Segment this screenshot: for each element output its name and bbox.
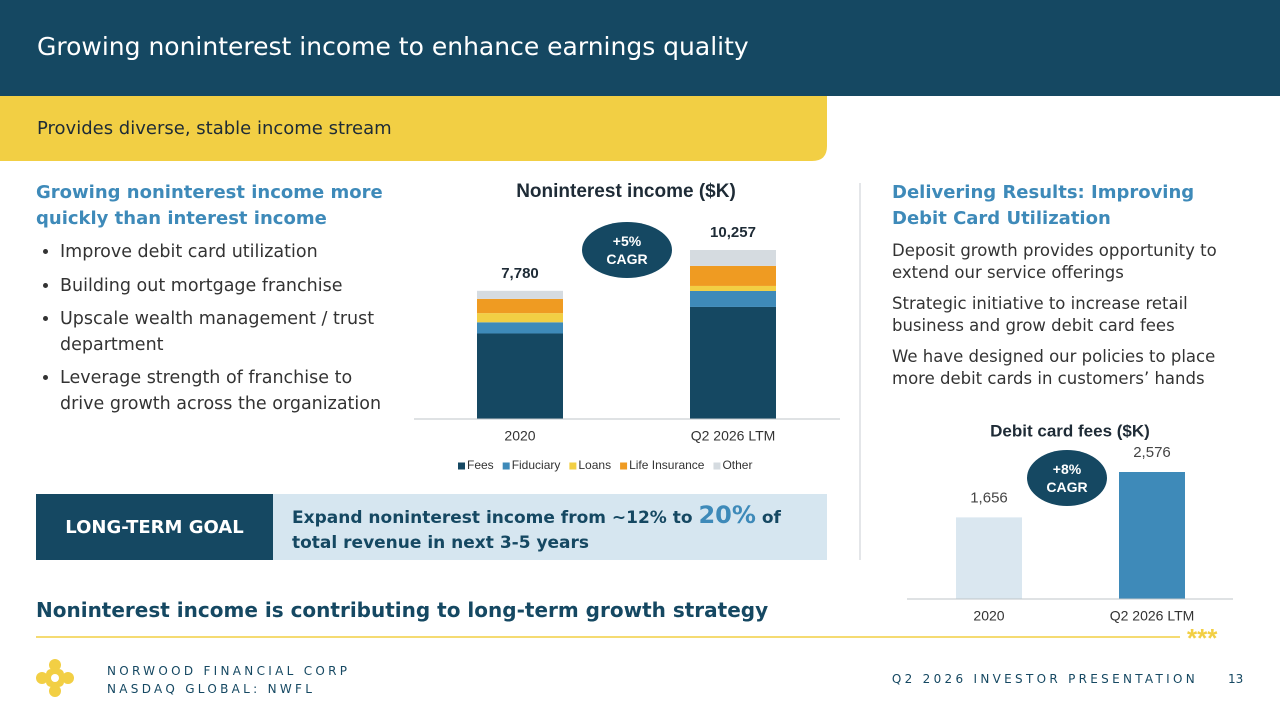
header-band xyxy=(0,0,1280,96)
chart-title: Noninterest income ($K) xyxy=(516,181,736,202)
cagr-badge: +8% CAGR xyxy=(1027,450,1107,506)
legend-label: Loans xyxy=(578,458,611,472)
bar xyxy=(1119,472,1185,599)
bar-segment xyxy=(477,290,563,299)
bar-segment xyxy=(690,285,776,291)
bar-segment xyxy=(690,306,776,419)
legend-swatch xyxy=(502,462,510,470)
legend-swatch xyxy=(713,462,721,470)
x-tick-label: 2020 xyxy=(973,608,1004,624)
value-label: 2,576 xyxy=(1133,444,1171,461)
company: NORWOOD FINANCIAL CORP xyxy=(107,664,351,678)
stars: *** xyxy=(1187,623,1218,653)
chart-title: Debit card fees ($K) xyxy=(990,421,1150,440)
bar-segment xyxy=(690,265,776,286)
presentation: Q2 2026 INVESTOR PRESENTATION xyxy=(891,672,1198,686)
paragraph: We have designed our policies to place m… xyxy=(892,347,1216,388)
bullet: Improve debit card utilization xyxy=(60,240,390,266)
goal-label: LONG-TERM GOAL xyxy=(65,516,244,538)
x-tick-label: Q2 2026 LTM xyxy=(691,428,776,444)
ticker: NASDAQ GLOBAL: NWFL xyxy=(107,682,316,696)
page-title: Growing noninterest income to enhance ea… xyxy=(37,32,749,61)
banner-band xyxy=(0,96,827,161)
legend-label: Life Insurance xyxy=(629,458,705,472)
right-heading: Delivering Results: Improving Debit Card… xyxy=(892,182,1195,229)
bullet-list: Improve debit card utilization Building … xyxy=(36,240,390,425)
goal-highlight: 20% xyxy=(698,501,756,529)
bar-segment xyxy=(477,322,563,334)
legend-swatch xyxy=(569,462,577,470)
goal-text-part: of total revenue in next 3-5 years xyxy=(292,508,781,553)
page-number: 13 xyxy=(1228,672,1244,686)
goal-text-box xyxy=(273,494,827,560)
legend-swatch xyxy=(620,462,628,470)
legend-label: Fiduciary xyxy=(512,458,561,472)
bar-segment xyxy=(477,298,563,314)
bullet: Leverage strength of franchise to drive … xyxy=(60,366,390,417)
bar-segment xyxy=(477,333,563,419)
legend-swatch xyxy=(458,462,465,470)
logo xyxy=(36,659,74,697)
goal-text-part: Expand noninterest income from ~12% to xyxy=(292,508,693,528)
bar-segment xyxy=(690,250,776,266)
value-label: 1,656 xyxy=(970,489,1008,506)
banner-text: Provides diverse, stable income stream xyxy=(37,118,392,139)
cagr-badge: +5% CAGR xyxy=(582,222,672,278)
left-heading: Growing noninterest income more quickly … xyxy=(36,182,383,229)
bar-segment xyxy=(477,313,563,323)
goal-label-box xyxy=(36,494,273,560)
cagr-text: +8% CAGR xyxy=(1046,461,1088,495)
legend-label: Fees xyxy=(467,458,494,472)
x-tick-label: 2020 xyxy=(504,428,535,444)
total-label: 10,257 xyxy=(710,224,756,241)
paragraph: Deposit growth provides opportunity to e… xyxy=(892,241,1217,282)
paragraphs: Deposit growth provides opportunity to e… xyxy=(892,240,1262,399)
total-label: 7,780 xyxy=(501,265,539,282)
bar xyxy=(956,517,1022,599)
bullet: Building out mortgage franchise xyxy=(60,274,390,300)
paragraph: Strategic initiative to increase retail … xyxy=(892,294,1188,335)
goal-text: Expand noninterest income from ~12% to 2… xyxy=(292,503,822,556)
bullet: Upscale wealth management / trust depart… xyxy=(60,307,390,358)
bar-segment xyxy=(690,290,776,307)
cagr-text: +5% CAGR xyxy=(606,233,648,267)
x-tick-label: Q2 2026 LTM xyxy=(1110,608,1195,624)
statement: Noninterest income is contributing to lo… xyxy=(36,598,769,622)
legend-label: Other xyxy=(722,458,752,472)
